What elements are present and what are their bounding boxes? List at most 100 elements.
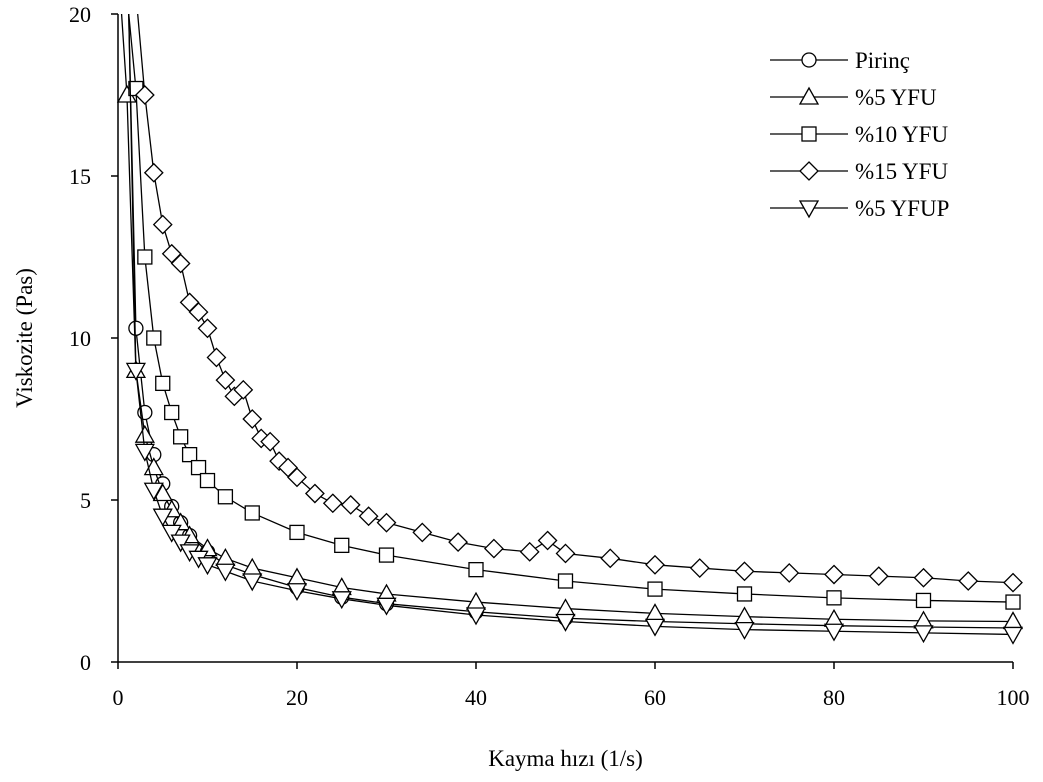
data-point xyxy=(555,543,576,564)
data-point xyxy=(913,625,934,644)
y-ticks: 0 5 10 15 20 xyxy=(69,2,118,675)
data-point xyxy=(146,330,162,346)
data-point xyxy=(734,621,755,640)
data-point xyxy=(137,249,153,265)
data-point xyxy=(170,253,191,274)
data-point xyxy=(322,493,343,514)
data-point xyxy=(128,320,144,336)
data-point xyxy=(287,467,307,488)
axes: 0 20 40 60 80 100 0 5 10 15 20 xyxy=(69,2,1030,710)
x-tick-label: 60 xyxy=(644,685,666,710)
series-layer xyxy=(116,13,1024,645)
data-point xyxy=(242,573,263,592)
data-point xyxy=(244,505,260,521)
data-point xyxy=(134,443,155,462)
data-point xyxy=(242,557,263,576)
series-triangle-down xyxy=(125,13,1024,645)
data-point xyxy=(188,302,209,322)
data-point xyxy=(465,607,487,626)
legend-item: Pirinç xyxy=(770,48,910,73)
data-point xyxy=(217,489,234,505)
data-point xyxy=(557,573,574,589)
series-line xyxy=(128,13,1014,636)
data-point xyxy=(304,483,325,504)
legend-item: %15 YFU xyxy=(770,159,948,184)
data-point xyxy=(134,85,155,105)
data-point xyxy=(483,538,504,559)
y-tick-label: 0 xyxy=(80,650,91,675)
data-point xyxy=(143,162,164,183)
x-tick-label: 100 xyxy=(997,685,1030,710)
data-point xyxy=(468,562,484,578)
data-point xyxy=(644,603,666,622)
data-point xyxy=(734,606,755,625)
data-point xyxy=(555,613,576,632)
data-point xyxy=(519,541,540,562)
data-point xyxy=(779,562,800,583)
data-point xyxy=(645,554,665,575)
x-axis-label: Kayma hızı (1/s) xyxy=(488,746,643,771)
data-point xyxy=(1002,611,1024,630)
data-point xyxy=(289,524,305,541)
data-point xyxy=(215,563,236,582)
series-square xyxy=(128,13,1021,610)
x-tick-label: 0 xyxy=(113,685,124,710)
data-point xyxy=(412,522,433,543)
data-point xyxy=(868,566,889,587)
legend-label: %15 YFU xyxy=(855,159,948,184)
data-point xyxy=(134,424,155,443)
data-point xyxy=(233,379,254,400)
legend-marker-square xyxy=(801,126,817,142)
data-point xyxy=(826,590,842,606)
data-point xyxy=(736,586,753,602)
legend-item: %10 YFU xyxy=(770,122,948,147)
data-point xyxy=(358,506,379,527)
data-point xyxy=(334,537,350,554)
legend-label: %5 YFUP xyxy=(855,196,949,221)
data-point xyxy=(161,524,182,543)
legend-marker-diamond xyxy=(799,161,819,181)
data-point xyxy=(734,561,755,582)
data-point xyxy=(260,431,281,452)
y-tick-label: 5 xyxy=(80,488,91,513)
legend-marker-triangle-up xyxy=(798,86,820,105)
data-point xyxy=(152,508,173,527)
data-point xyxy=(644,618,666,637)
data-point xyxy=(600,548,621,569)
data-point xyxy=(286,583,308,602)
data-point xyxy=(215,547,236,566)
data-point xyxy=(331,591,352,610)
data-point xyxy=(647,581,663,597)
x-tick-label: 80 xyxy=(823,685,845,710)
data-point xyxy=(1003,572,1023,593)
data-point xyxy=(181,446,198,463)
y-tick-label: 15 xyxy=(69,164,91,189)
series-diamond xyxy=(134,13,1023,593)
legend-marker-circle xyxy=(801,52,817,68)
data-point xyxy=(215,370,236,391)
data-point xyxy=(152,214,173,235)
data-point xyxy=(1005,594,1021,610)
legend-item: %5 YFU xyxy=(770,85,937,110)
legend-marker-triangle-down xyxy=(798,200,820,219)
x-ticks: 0 20 40 60 80 100 xyxy=(113,662,1030,710)
data-point xyxy=(340,494,361,515)
data-point xyxy=(689,558,710,578)
data-point xyxy=(190,459,207,476)
data-point xyxy=(172,429,189,445)
y-tick-label: 10 xyxy=(69,326,91,351)
data-point xyxy=(143,482,164,501)
data-point xyxy=(197,557,218,576)
y-tick-label: 20 xyxy=(69,2,91,27)
data-point xyxy=(958,571,979,591)
data-point xyxy=(125,362,147,381)
legend-item: %5 YFUP xyxy=(770,196,949,221)
data-point xyxy=(170,534,191,553)
data-point xyxy=(537,530,558,551)
data-point xyxy=(197,318,218,339)
data-point xyxy=(206,347,227,368)
legend: Pirinç %5 YFU %10 YFU %15 YFU %5 YFUP xyxy=(770,48,949,221)
data-point xyxy=(1002,626,1024,645)
data-point xyxy=(378,547,395,563)
legend-label: %5 YFU xyxy=(855,85,937,110)
